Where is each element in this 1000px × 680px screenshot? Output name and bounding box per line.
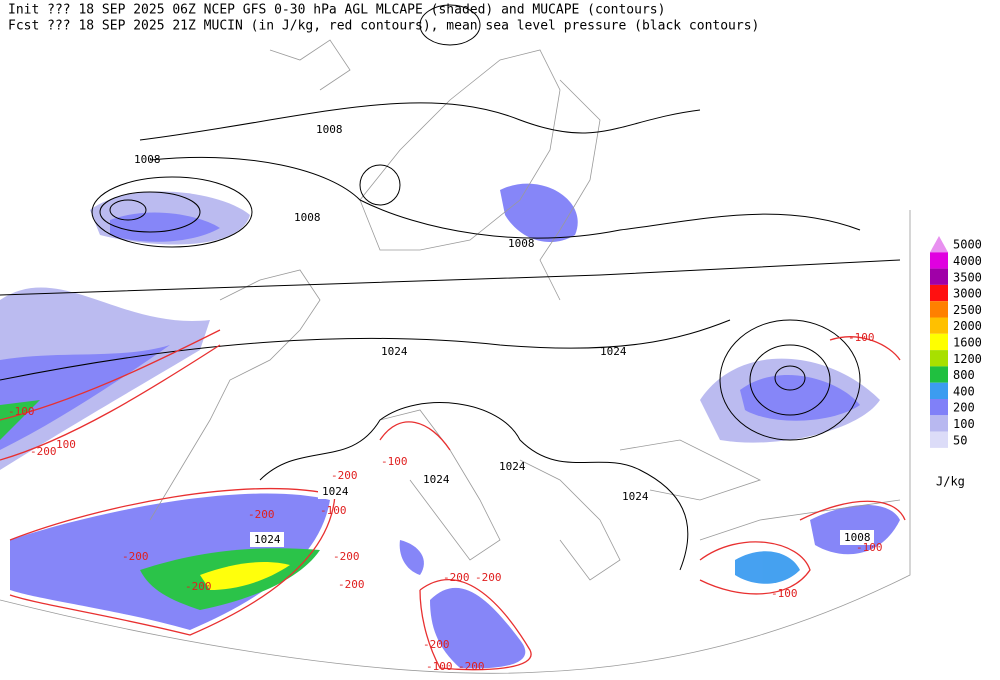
colorbar-label: 5000 xyxy=(953,238,982,252)
colorbar-swatch xyxy=(930,399,948,416)
colorbar-swatch xyxy=(930,382,948,399)
colorbar: 5000 4000 3500 3000 2500 2000 1600 1200 800 400 20… xyxy=(930,236,982,448)
coastlines xyxy=(0,39,911,674)
mucin-label: -200 xyxy=(185,580,212,593)
colorbar-label: 2000 xyxy=(953,319,982,333)
colorbar-swatch xyxy=(930,415,948,432)
pressure-label: 1024 xyxy=(622,490,649,503)
mucin-label: -100 xyxy=(320,504,347,517)
mucin-label: -100 xyxy=(381,455,408,468)
colorbar-arrow xyxy=(930,236,948,253)
pressure-label: 1024 xyxy=(423,473,450,486)
colorbar-swatch xyxy=(930,366,948,383)
mucin-label: -200 xyxy=(423,638,450,651)
pressure-label: 1024 xyxy=(322,485,349,498)
colorbar-label: 100 xyxy=(953,417,975,431)
map-area: 1008 1008 1008 1008 1024 1024 1024 1024 … xyxy=(0,4,911,674)
colorbar-unit: J/kg xyxy=(936,475,965,489)
pressure-label: 1008 xyxy=(508,237,535,250)
mucin-labels: -100 -200 100 -100 -200 -100 -200 -200 -… xyxy=(8,331,883,673)
mucin-label: -100 xyxy=(856,541,883,554)
colorbar-label: 200 xyxy=(953,401,975,415)
colorbar-swatch xyxy=(930,317,948,334)
mucin-label: -200 xyxy=(443,571,470,584)
pressure-label: 1024 xyxy=(600,345,627,358)
pressure-label: 1024 xyxy=(254,533,281,546)
isobars xyxy=(0,4,901,571)
colorbar-swatch xyxy=(930,333,948,351)
pressure-label: 1008 xyxy=(844,531,871,544)
colorbar-label: 1200 xyxy=(953,352,982,366)
colorbar-label: 1600 xyxy=(953,335,982,349)
mucin-contours xyxy=(0,329,906,671)
colorbar-swatch xyxy=(930,301,948,318)
colorbar-label: 400 xyxy=(953,384,975,398)
colorbar-label: 2500 xyxy=(953,303,982,317)
colorbar-label: 3000 xyxy=(953,287,982,301)
pressure-label: 1008 xyxy=(316,123,343,136)
pressure-labels: 1008 1008 1008 1008 1024 1024 1024 1024 … xyxy=(134,123,874,547)
mucin-label: -100 xyxy=(8,405,35,418)
mucin-label: 100 xyxy=(56,438,76,451)
colorbar-swatch xyxy=(930,268,948,285)
pressure-label: 1008 xyxy=(134,153,161,166)
colorbar-label: 4000 xyxy=(953,254,982,268)
mucin-label: -100 xyxy=(771,587,798,600)
colorbar-label: 800 xyxy=(953,368,975,382)
mucin-label: -200 xyxy=(30,445,57,458)
colorbar-label: 3500 xyxy=(953,270,982,284)
cape-shading xyxy=(0,183,900,669)
colorbar-label: 50 xyxy=(953,433,967,447)
colorbar-swatch xyxy=(930,350,948,367)
colorbar-swatch xyxy=(930,431,948,448)
mucin-label: -200 xyxy=(248,508,275,521)
mucin-label: -200 xyxy=(122,550,149,563)
mucin-label: -200 xyxy=(475,571,502,584)
mucin-label: -200 xyxy=(338,578,365,591)
colorbar-swatch xyxy=(930,252,948,269)
mucin-label: -100 xyxy=(848,331,875,344)
pressure-label: 1008 xyxy=(294,211,321,224)
pressure-label: 1024 xyxy=(381,345,408,358)
mucin-label: -200 xyxy=(458,660,485,673)
mucin-label: -200 xyxy=(331,469,358,482)
mucin-label: -100 xyxy=(426,660,453,673)
header-line: Fcst ??? 18 SEP 2025 21Z MUCIN (in J/kg,… xyxy=(8,19,759,34)
mucin-label: -200 xyxy=(333,550,360,563)
pressure-label: 1024 xyxy=(499,460,526,473)
colorbar-swatch xyxy=(930,284,948,302)
header-line: Init ??? 18 SEP 2025 06Z NCEP GFS 0-30 h… xyxy=(8,3,665,18)
